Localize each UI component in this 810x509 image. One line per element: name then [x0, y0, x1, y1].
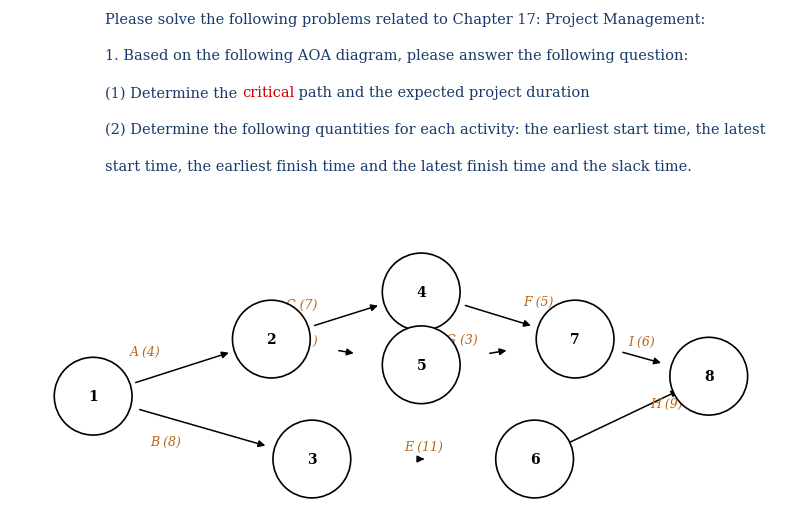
Ellipse shape — [273, 420, 351, 498]
Text: critical: critical — [242, 86, 294, 100]
Text: A (4): A (4) — [130, 346, 161, 359]
Text: 2: 2 — [266, 332, 276, 347]
Text: start time, the earliest finish time and the latest finish time and the slack ti: start time, the earliest finish time and… — [105, 159, 693, 173]
Text: 4: 4 — [416, 286, 426, 299]
Text: 8: 8 — [704, 370, 714, 383]
Text: 5: 5 — [416, 358, 426, 372]
Text: H (9): H (9) — [650, 397, 683, 410]
Text: B (8): B (8) — [151, 436, 181, 448]
Text: path and the expected project duration: path and the expected project duration — [294, 86, 590, 100]
Text: 3: 3 — [307, 452, 317, 466]
Ellipse shape — [670, 337, 748, 415]
Text: Please solve the following problems related to Chapter 17: Project Management:: Please solve the following problems rela… — [105, 13, 706, 26]
Text: I (6): I (6) — [629, 336, 655, 349]
Ellipse shape — [496, 420, 573, 498]
Text: C (7): C (7) — [286, 298, 318, 311]
Text: D (11): D (11) — [278, 334, 318, 347]
Text: F (5): F (5) — [523, 295, 554, 308]
Ellipse shape — [232, 301, 310, 378]
Text: 1. Based on the following AOA diagram, please answer the following question:: 1. Based on the following AOA diagram, p… — [105, 49, 688, 63]
Text: (1) Determine the: (1) Determine the — [105, 86, 242, 100]
Ellipse shape — [536, 301, 614, 378]
Text: E (11): E (11) — [404, 440, 442, 453]
Text: 6: 6 — [530, 452, 539, 466]
Text: 7: 7 — [570, 332, 580, 347]
Text: G (3): G (3) — [446, 333, 478, 346]
Text: (2) Determine the following quantities for each activity: the earliest start tim: (2) Determine the following quantities f… — [105, 123, 765, 137]
Ellipse shape — [382, 326, 460, 404]
Ellipse shape — [54, 358, 132, 435]
Text: 1: 1 — [88, 389, 98, 404]
Ellipse shape — [382, 253, 460, 331]
